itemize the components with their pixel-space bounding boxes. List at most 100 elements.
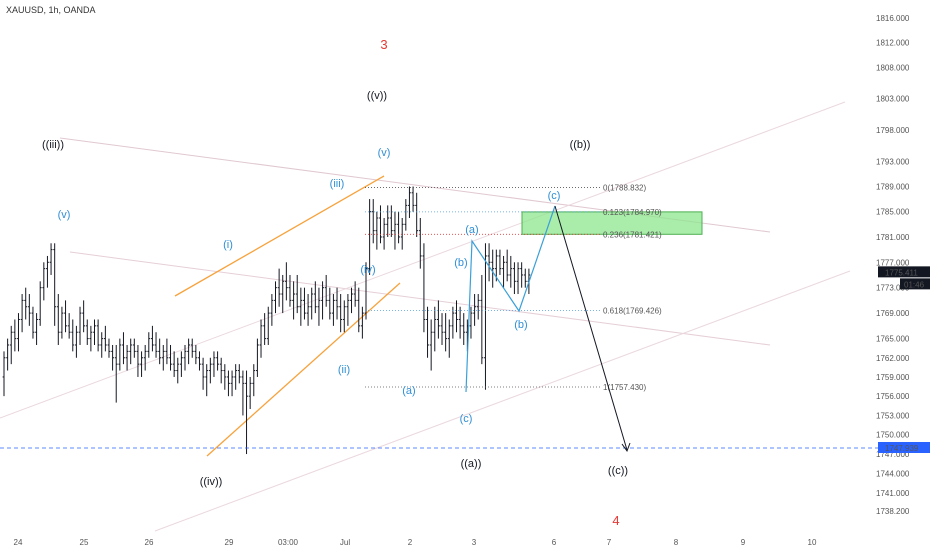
candle	[430, 319, 433, 370]
candle	[347, 294, 350, 326]
candle	[223, 364, 226, 390]
candle	[234, 364, 237, 390]
wave-label: (b)	[454, 257, 467, 269]
x-tick-label: 10	[808, 538, 817, 547]
candle	[64, 300, 67, 332]
candle	[202, 358, 205, 390]
x-tick-label: 25	[80, 538, 89, 547]
candle	[194, 345, 197, 364]
y-tick-label: 1741.000	[876, 489, 910, 498]
candle	[343, 300, 346, 332]
candle	[357, 288, 360, 333]
candle	[339, 294, 342, 332]
candle	[162, 345, 165, 371]
y-tick-label: 1753.000	[876, 411, 910, 420]
y-tick-label: 1816.000	[876, 14, 910, 23]
candle	[307, 294, 310, 326]
candle	[473, 294, 476, 326]
candle	[129, 339, 132, 365]
wave-label: 4	[612, 513, 619, 528]
candle	[459, 307, 462, 339]
candle	[147, 332, 150, 358]
candle	[383, 218, 386, 250]
candle	[245, 371, 248, 454]
candle	[173, 351, 176, 377]
candle	[408, 186, 411, 218]
candle	[289, 275, 292, 307]
y-tick-label: 1765.000	[876, 335, 910, 344]
candle	[166, 339, 169, 365]
candle	[122, 332, 125, 364]
y-tick-label: 1789.000	[876, 182, 910, 191]
candle	[140, 351, 143, 377]
candle	[499, 250, 502, 275]
candle	[169, 345, 172, 371]
candle	[252, 364, 255, 396]
x-tick-label: 26	[145, 538, 154, 547]
candle	[68, 313, 71, 338]
candle	[325, 275, 328, 307]
x-tick-label: 6	[552, 538, 557, 547]
countdown-text: 01:46	[904, 280, 925, 289]
wave-label: (c)	[548, 190, 561, 202]
y-tick-label: 1798.000	[876, 126, 910, 135]
wave-label: (a)	[402, 385, 415, 397]
candle	[82, 300, 85, 332]
candle	[24, 288, 27, 320]
candle	[260, 319, 263, 357]
x-tick-label: 3	[472, 538, 477, 547]
candle	[379, 205, 382, 243]
candle	[448, 319, 451, 357]
candle	[455, 300, 458, 332]
wave-labels: 3 ((v)) ((iii)) ((b)) (v) (iii) (v) (c) (i) (a) (b…	[42, 37, 628, 528]
candle	[53, 243, 56, 326]
candle	[509, 256, 512, 288]
candle	[480, 275, 483, 364]
candle	[462, 313, 465, 345]
candle	[256, 339, 259, 377]
candle	[61, 307, 64, 339]
y-tick-label: 1738.200	[876, 507, 910, 516]
candle	[332, 294, 335, 326]
candle	[423, 243, 426, 332]
candle	[191, 339, 194, 358]
candle	[484, 243, 487, 389]
y-tick-label: 1808.000	[876, 64, 910, 73]
candle	[415, 193, 418, 237]
wave-label: (b)	[514, 319, 527, 331]
trend-line	[155, 271, 850, 531]
candle	[205, 364, 208, 396]
candle	[451, 307, 454, 339]
candle	[238, 364, 241, 383]
candle	[502, 256, 505, 288]
candle	[318, 288, 321, 326]
candle	[3, 351, 6, 396]
candle	[10, 326, 13, 364]
candle	[17, 313, 20, 351]
candle	[242, 371, 245, 416]
candle	[314, 281, 317, 313]
wave-label: (iii)	[330, 178, 345, 190]
x-tick-label: 24	[14, 538, 23, 547]
candle	[299, 288, 302, 326]
wave-label: ((c))	[608, 465, 628, 477]
wave-label: (c)	[460, 413, 473, 425]
candle	[524, 269, 527, 288]
fib-label: 0.618(1769.426)	[603, 306, 662, 315]
channel-lines	[0, 102, 850, 531]
y-tick-label: 1750.000	[876, 431, 910, 440]
wave-label: (ii)	[338, 364, 350, 376]
wave-label: ((a))	[461, 458, 482, 470]
x-tick-label: 29	[225, 538, 234, 547]
level-price-text: 1747.939	[885, 444, 919, 453]
candle	[21, 294, 24, 332]
candle	[491, 250, 494, 288]
candle	[13, 319, 16, 351]
candle	[108, 339, 111, 358]
candle	[361, 307, 364, 339]
projection-lines	[466, 206, 630, 451]
candle	[444, 313, 447, 351]
candle	[79, 307, 82, 345]
wave-label: (v)	[378, 147, 391, 159]
